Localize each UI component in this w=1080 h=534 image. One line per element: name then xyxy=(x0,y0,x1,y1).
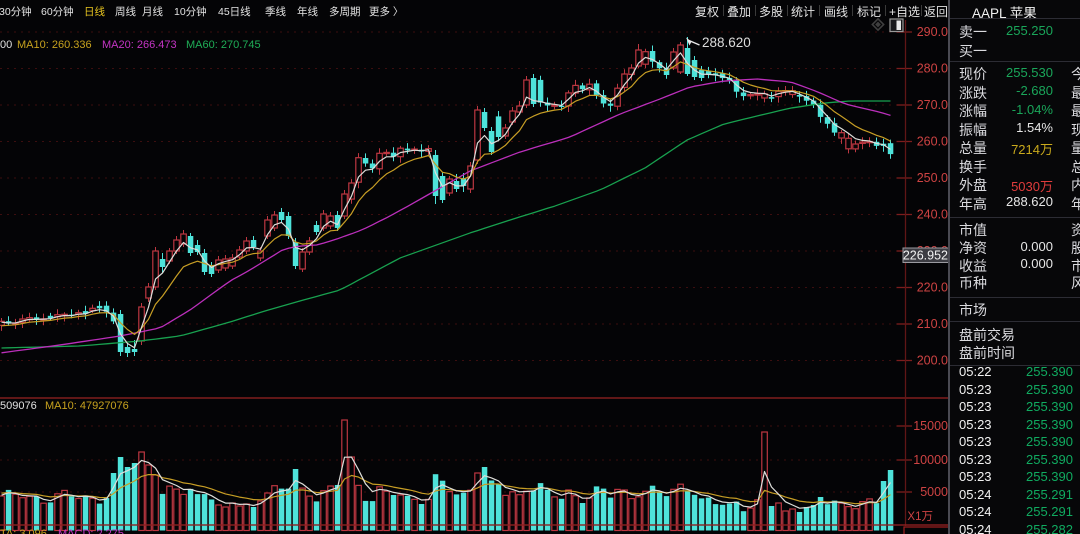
svg-text:200.0: 200.0 xyxy=(917,354,948,368)
svg-text:270.0: 270.0 xyxy=(917,98,948,112)
svg-text:220.0: 220.0 xyxy=(917,281,948,295)
svg-text:250.0: 250.0 xyxy=(917,171,948,185)
svg-text:210.0: 210.0 xyxy=(917,317,948,331)
svg-text:240.0: 240.0 xyxy=(917,208,948,222)
svg-text:260.0: 260.0 xyxy=(917,135,948,149)
svg-text:290.0: 290.0 xyxy=(917,25,948,39)
svg-text:X1万: X1万 xyxy=(907,511,933,523)
svg-text:5000: 5000 xyxy=(920,485,948,499)
svg-text:288.620: 288.620 xyxy=(702,35,751,50)
svg-text:226.952: 226.952 xyxy=(903,249,948,263)
svg-text:10000: 10000 xyxy=(913,453,948,467)
svg-text:280.0: 280.0 xyxy=(917,62,948,76)
svg-text:15000: 15000 xyxy=(913,419,948,433)
